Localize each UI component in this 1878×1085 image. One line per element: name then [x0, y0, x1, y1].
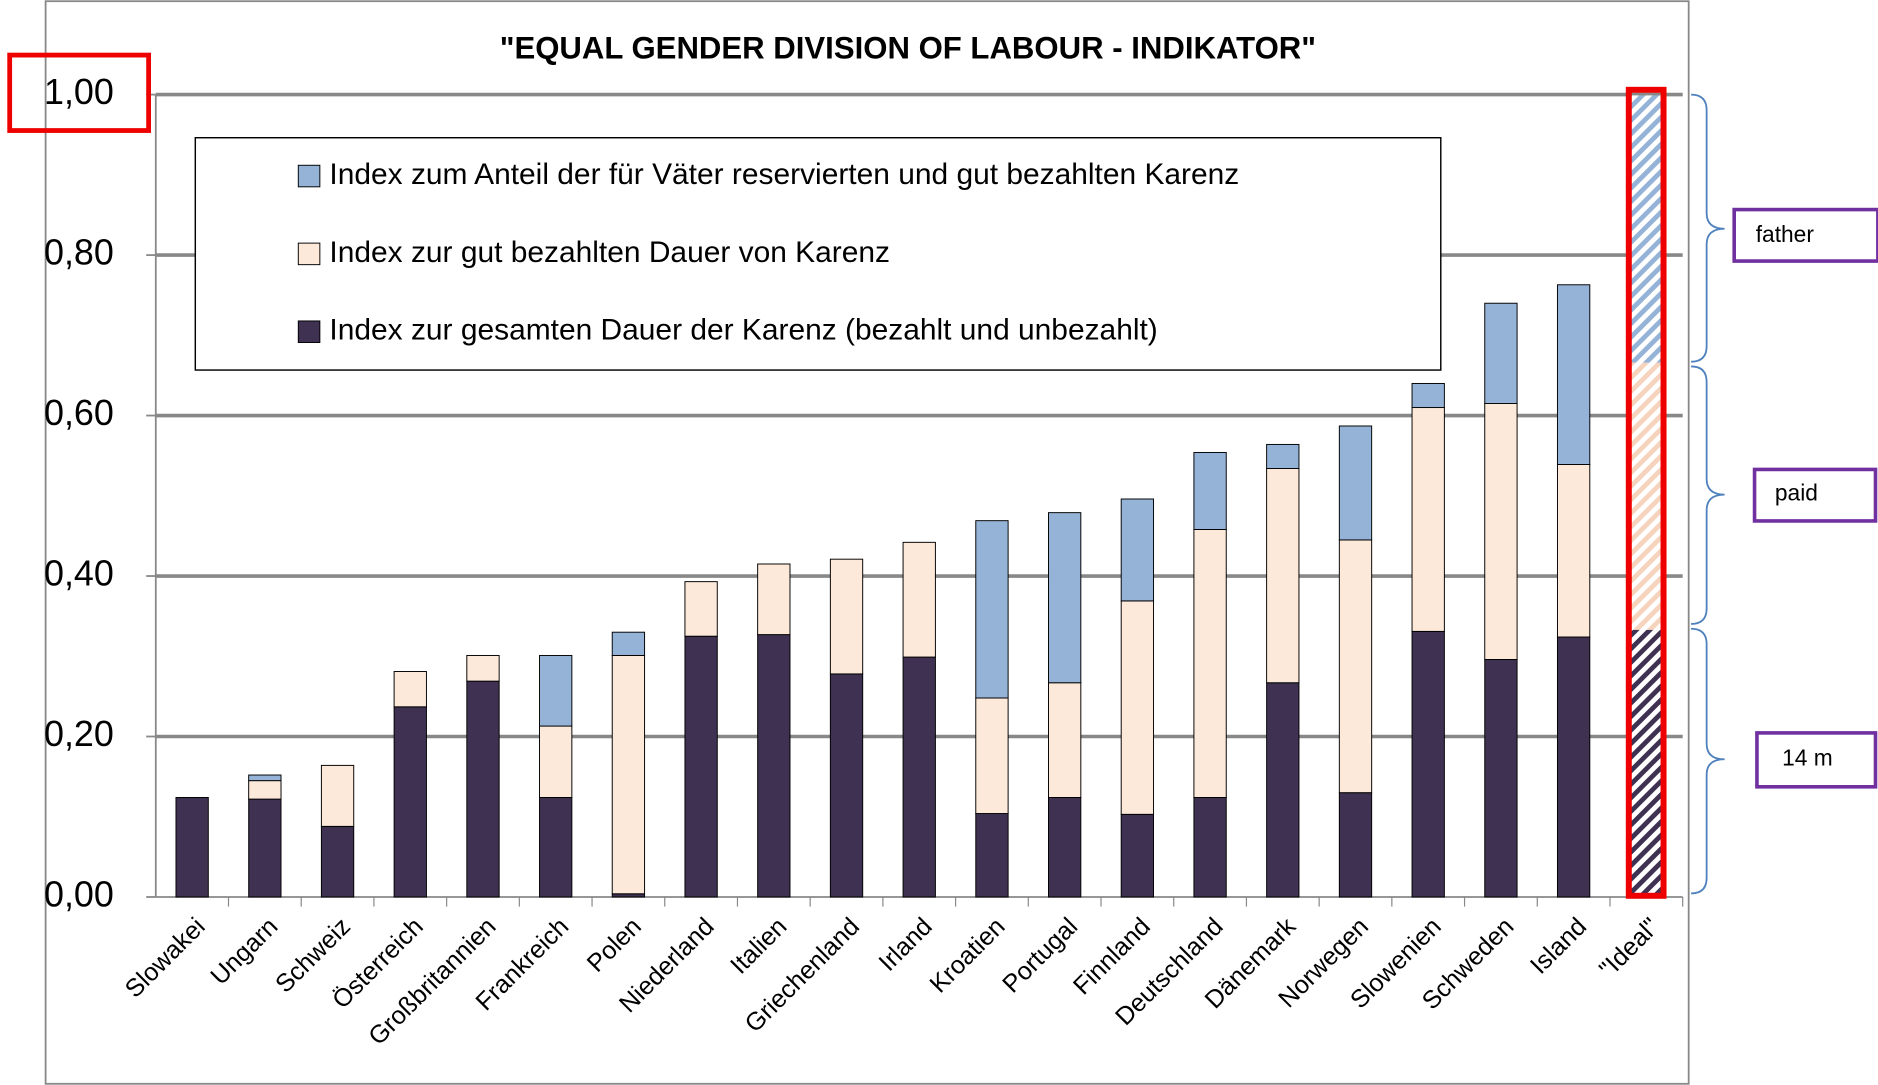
bar-segment: [1266, 682, 1300, 898]
bar-segment: [1266, 443, 1300, 469]
bar-segment: [466, 654, 500, 682]
legend-box: [194, 137, 1442, 371]
bar-segment: [975, 520, 1009, 699]
bar-segment: [829, 558, 864, 675]
bar-segment: [975, 697, 1009, 815]
brace: [1691, 627, 1725, 895]
bar-segment: [611, 893, 646, 898]
bar-segment: [1048, 797, 1082, 898]
y-tick-label: 0,00: [44, 873, 114, 914]
bar-segment: [320, 825, 355, 898]
bar-segment: [175, 797, 209, 898]
bar-segment: [1630, 629, 1663, 897]
legend-label: Index zur gut bezahlten Dauer von Karenz: [329, 236, 890, 269]
y-tick-label: 0,80: [44, 232, 114, 273]
bar-segment: [1338, 425, 1373, 541]
bar-segment: [684, 581, 718, 637]
bar-segment: [1338, 539, 1373, 794]
bar-segment: [1484, 658, 1518, 898]
bar-segment: [1484, 302, 1518, 405]
bar-segment: [757, 563, 791, 636]
bar-segment: [902, 656, 936, 898]
legend-swatch: [297, 164, 321, 188]
bar-segment: [1556, 636, 1591, 898]
y-tick-label: 0,60: [44, 392, 114, 433]
bar-segment: [1556, 464, 1591, 638]
brace: [1691, 365, 1725, 625]
legend-label: Index zum Anteil der für Väter reservier…: [329, 158, 1239, 191]
legend-label: Index zur gesamten Dauer der Karenz (bez…: [329, 314, 1157, 347]
bar-segment: [539, 654, 573, 727]
bar-segment: [1120, 813, 1155, 898]
bar-segment: [539, 725, 573, 798]
bar-segment: [248, 780, 282, 800]
annotation-box: [1752, 467, 1878, 523]
highlight-box: [1625, 86, 1667, 899]
bar-segment: [1193, 529, 1227, 798]
bar-segment: [1630, 95, 1663, 363]
legend-swatch: [297, 320, 321, 343]
bar-segment: [1120, 600, 1155, 815]
bar-segment: [757, 634, 791, 898]
bar-segment: [393, 706, 427, 898]
bar-segment: [611, 654, 646, 895]
annotation: father: [1756, 221, 1815, 247]
bar-segment: [539, 797, 573, 898]
bar-segment: [1266, 468, 1300, 684]
bar-segment: [1048, 512, 1082, 684]
bar-segment: [1484, 403, 1518, 660]
bar-segment: [248, 774, 282, 782]
bar-segment: [1411, 382, 1445, 409]
annotation: paid: [1775, 480, 1818, 506]
bar-segment: [1411, 407, 1445, 632]
annotation-box: [1755, 731, 1878, 789]
bar-segment: [611, 631, 646, 656]
bar-segment: [829, 673, 864, 898]
bar-segment: [320, 764, 355, 827]
bar-segment: [684, 635, 718, 898]
brace: [1691, 93, 1725, 363]
highlight-box: [7, 52, 151, 133]
bar-segment: [902, 541, 936, 658]
bar-segment: [1193, 797, 1227, 898]
y-tick-label: 0,20: [44, 713, 114, 754]
y-tick-label: 1,00: [44, 71, 114, 112]
bar-segment: [248, 798, 282, 898]
bar-segment: [1630, 362, 1663, 630]
bar-segment: [1048, 682, 1082, 798]
chart-title: "EQUAL GENDER DIVISION OF LABOUR - INDIK…: [500, 31, 1316, 66]
bar-segment: [466, 680, 500, 898]
bar-segment: [1556, 284, 1591, 465]
bar-segment: [393, 671, 427, 708]
bar-segment: [1193, 451, 1227, 530]
bar-segment: [1120, 498, 1155, 602]
bar-segment: [1338, 792, 1373, 898]
bar-segment: [975, 813, 1009, 898]
y-tick-label: 0,40: [44, 553, 114, 594]
legend-swatch: [297, 242, 321, 266]
bar-segment: [1411, 630, 1445, 898]
annotation: 14 m: [1782, 744, 1833, 770]
